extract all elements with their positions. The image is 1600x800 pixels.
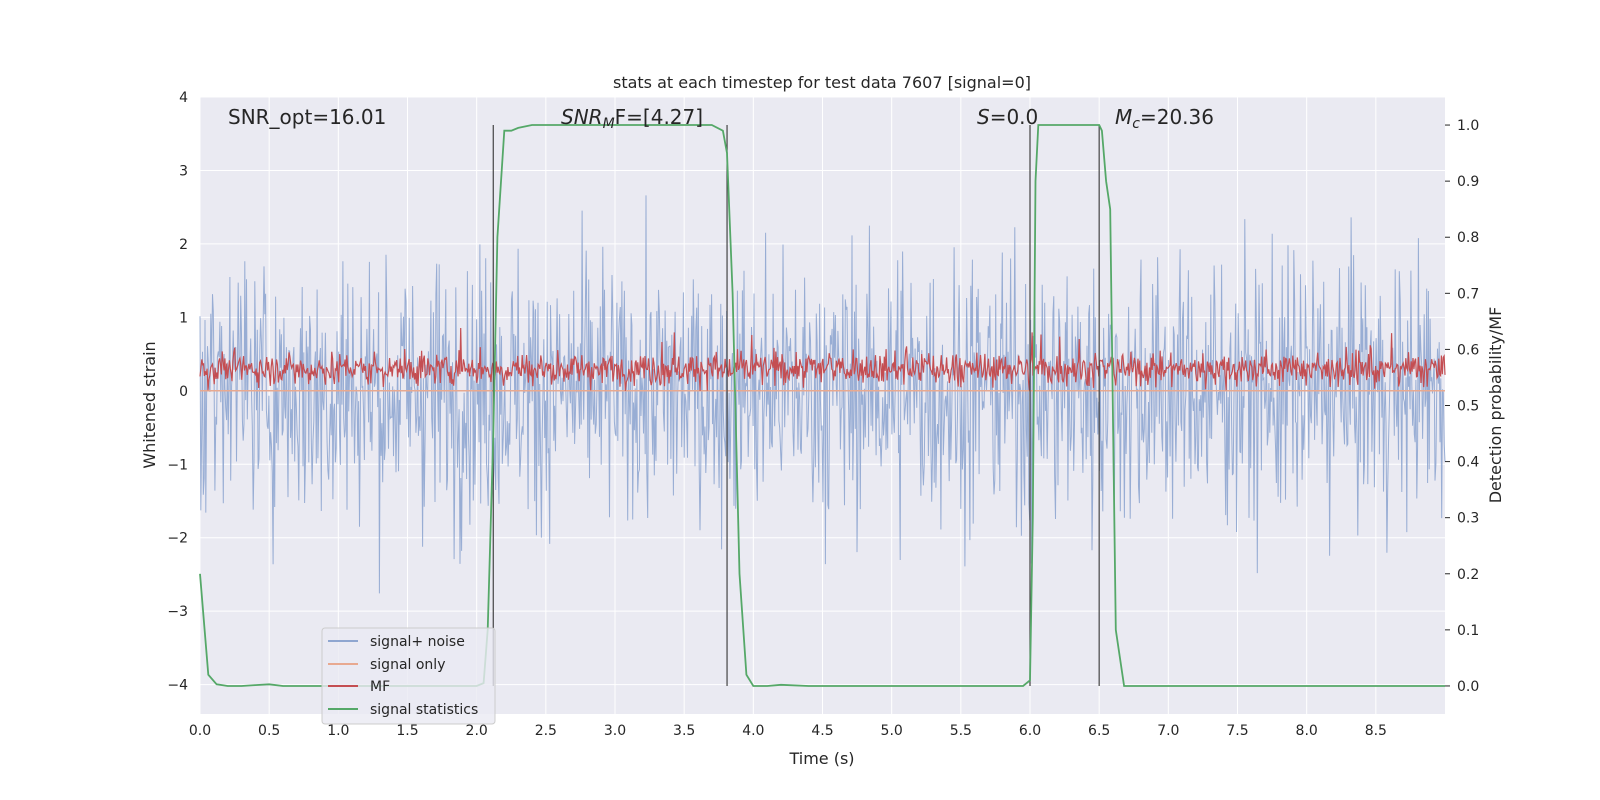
series-mf <box>199 327 1446 391</box>
series-signal-noise <box>199 195 1446 594</box>
x-tick-label-6: 3.0 <box>604 723 626 739</box>
y-tick-label-6: −2 <box>167 531 188 547</box>
y-tick-label-7: −3 <box>167 604 188 620</box>
legend-box <box>321 627 496 725</box>
annotation-s-suffix: =0.0 <box>990 105 1039 129</box>
y2-tick-label-9: 0.1 <box>1457 623 1479 639</box>
y-tick-label-3: 1 <box>179 310 188 326</box>
y2-tick-label-0: 1.0 <box>1457 118 1479 134</box>
legend-label-signal-only: signal only <box>370 657 445 673</box>
y2-axis-label: Detection probability/MF <box>1486 307 1505 504</box>
legend-label-mf: MF <box>370 679 390 695</box>
y-ticks: 4 3 2 1 0 −1 −2 −3 −4 <box>167 90 188 694</box>
mf-layer <box>199 327 1446 391</box>
x-tick-label-5: 2.5 <box>535 723 557 739</box>
y2-tick-label-5: 0.5 <box>1457 399 1479 415</box>
annotation-mc-suffix: =20.36 <box>1140 105 1214 129</box>
y2-ticks: 1.0 0.9 0.8 0.7 0.6 0.5 0.4 0.3 0.2 0.1 0.0 <box>1445 118 1479 695</box>
x-tick-label-12: 6.0 <box>1019 723 1041 739</box>
x-tick-label-9: 4.5 <box>811 723 833 739</box>
x-tick-label-4: 2.0 <box>466 723 488 739</box>
legend-label-signal-noise: signal+ noise <box>370 634 465 650</box>
x-tick-label-11: 5.5 <box>950 723 972 739</box>
y2-tick-label-8: 0.2 <box>1457 567 1479 583</box>
legend-label-signal-statistics: signal statistics <box>370 702 478 718</box>
x-tick-label-17: 8.5 <box>1365 723 1387 739</box>
x-tick-label-16: 8.0 <box>1296 723 1318 739</box>
annotation-snr-mf-sub: M <box>603 116 615 132</box>
x-tick-label-0: 0.0 <box>189 723 211 739</box>
x-tick-label-8: 4.0 <box>742 723 764 739</box>
y2-tick-label-3: 0.7 <box>1457 286 1479 302</box>
annotation-snr-mf-prefix: SNR <box>561 105 603 129</box>
chart-title: stats at each timestep for test data 760… <box>613 73 1031 92</box>
annotation-snr-mf: SNRMF=[4.27] <box>561 105 703 132</box>
x-tick-label-1: 0.5 <box>258 723 280 739</box>
annotation-s: S=0.0 <box>977 105 1038 129</box>
annotation-s-prefix: S <box>977 105 990 129</box>
y-tick-label-5: −1 <box>167 457 188 473</box>
y2-tick-label-6: 0.4 <box>1457 455 1479 471</box>
annotation-mc: Mc=20.36 <box>1115 105 1214 132</box>
y2-tick-label-1: 0.9 <box>1457 174 1479 190</box>
y-axis-label: Whitened strain <box>140 341 159 468</box>
x-tick-label-10: 5.0 <box>881 723 903 739</box>
x-axis-label: Time (s) <box>788 749 854 768</box>
noise-layer <box>199 195 1446 594</box>
annotation-mc-prefix: M <box>1115 105 1132 129</box>
y-tick-label-1: 3 <box>179 163 188 179</box>
x-tick-label-14: 7.0 <box>1157 723 1179 739</box>
x-tick-label-13: 6.5 <box>1088 723 1110 739</box>
y2-tick-label-7: 0.3 <box>1457 511 1479 527</box>
x-ticks: 0.0 0.5 1.0 1.5 2.0 2.5 3.0 3.5 4.0 4.5 5.0 5.5 6.0 6… <box>189 723 1387 739</box>
y-tick-label-4: 0 <box>179 384 188 400</box>
y2-tick-label-2: 0.8 <box>1457 230 1479 246</box>
annotation-mc-sub: c <box>1132 116 1140 132</box>
annotation-snr-mf-suffix: F=[4.27] <box>615 105 703 129</box>
y-tick-label-0: 4 <box>179 90 188 106</box>
y-tick-label-2: 2 <box>179 237 188 253</box>
y-tick-label-8: −4 <box>167 678 188 694</box>
y2-tick-label-10: 0.0 <box>1457 679 1479 695</box>
y2-tick-label-4: 0.6 <box>1457 342 1479 358</box>
x-tick-label-7: 3.5 <box>673 723 695 739</box>
legend: signal+ noise signal only MF signal stat… <box>321 627 496 725</box>
x-tick-label-3: 1.5 <box>396 723 418 739</box>
x-tick-label-2: 1.0 <box>327 723 349 739</box>
annotation-snr-opt: SNR_opt=16.01 <box>228 105 386 129</box>
x-tick-label-15: 7.5 <box>1226 723 1248 739</box>
